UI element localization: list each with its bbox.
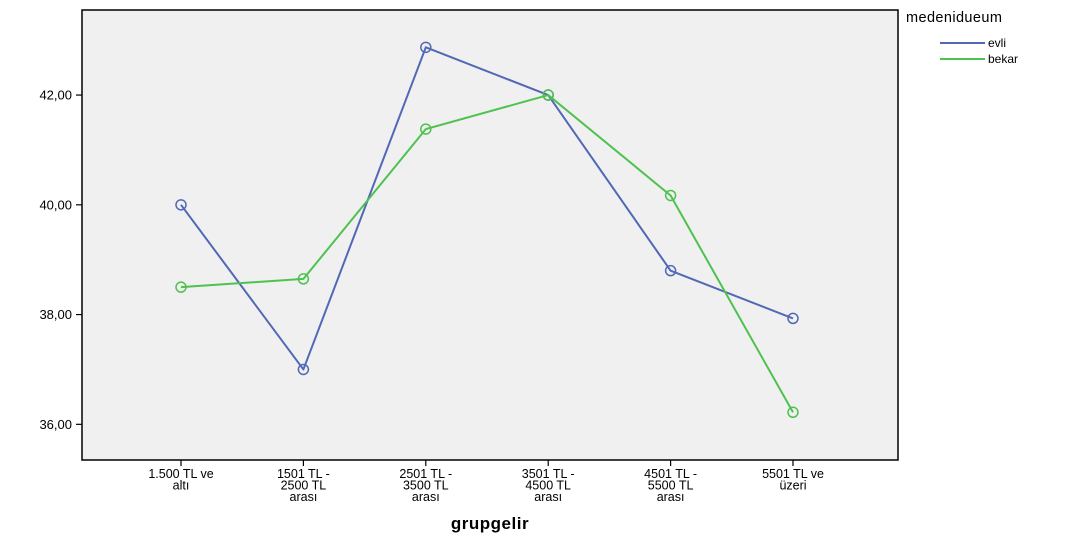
legend-label-bekar: bekar [988, 52, 1018, 66]
data-point-bekar [664, 189, 677, 202]
y-tick-label: 38,00 [39, 307, 72, 322]
series-line-bekar [180, 94, 794, 413]
legend-label-evli: evli [988, 36, 1006, 50]
series-line-evli [180, 46, 794, 371]
data-point-evli [664, 264, 677, 277]
data-point-evli [175, 199, 187, 211]
x-tick-label: 3501 TL -4500 TL arası [522, 467, 575, 504]
data-point-bekar [787, 406, 799, 419]
legend-items: evli bekar [940, 36, 1018, 66]
y-tick-label: 42,00 [39, 88, 72, 103]
data-point-bekar [420, 123, 432, 135]
data-point-bekar [175, 281, 187, 293]
x-tick-label: 4501 TL -5500 TL arası [644, 467, 697, 504]
data-point-bekar [542, 89, 554, 101]
data-point-evli [297, 363, 310, 376]
y-axis: 36,00 38,00 40,00 42,00 [39, 88, 82, 432]
x-tick-label: 1501 TL -2500 TL arası [277, 467, 330, 504]
x-tick-label: 5501 TL ve üzeri [762, 467, 824, 493]
data-point-bekar [297, 273, 310, 285]
data-point-evli [787, 312, 799, 325]
x-axis: 1.500 TL ve altı 1501 TL -2500 TL arası 2501… [148, 460, 824, 504]
x-tick-label: 1.500 TL ve altı [148, 467, 213, 493]
x-tick-label: 2501 TL -3500 TL arası [399, 467, 452, 504]
series-layer [175, 41, 799, 419]
legend: medenidueum evli bekar [906, 10, 1018, 66]
data-point-evli [420, 41, 432, 54]
y-tick-label: 40,00 [39, 197, 72, 212]
legend-title: medenidueum [906, 10, 1002, 26]
y-tick-label: 36,00 [39, 417, 72, 432]
plot-area [81, 9, 899, 461]
x-axis-title: grupgelir [451, 514, 529, 533]
